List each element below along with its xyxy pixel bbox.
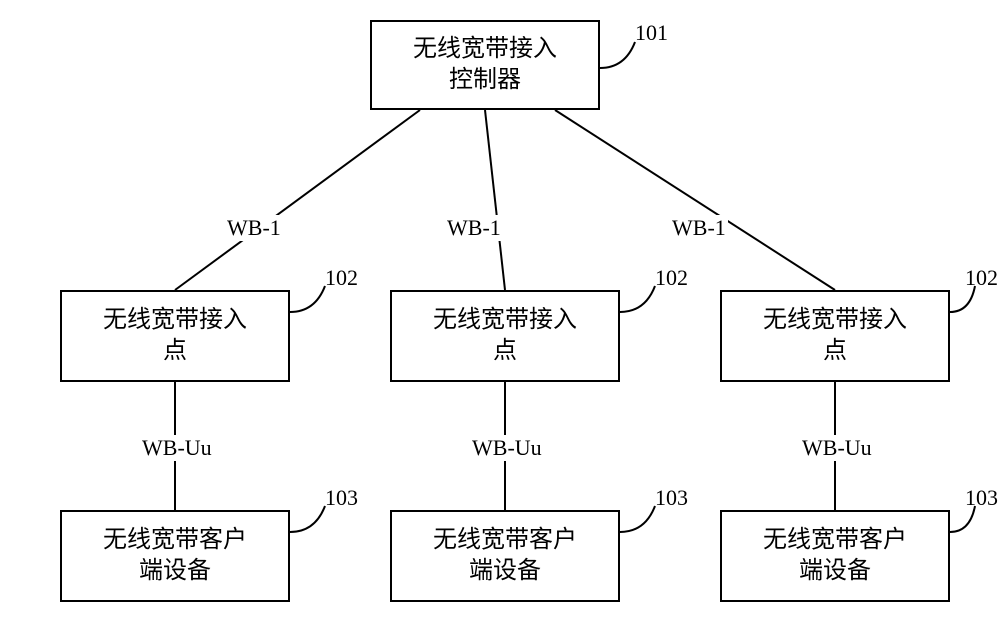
node-label: 无线宽带接入 点 (103, 305, 247, 367)
node-label: 无线宽带接入 点 (763, 305, 907, 367)
edge-label-wbuu-right: WB-Uu (800, 435, 874, 461)
node-label: 无线宽带客户 端设备 (433, 525, 577, 587)
node-controller: 无线宽带接入 控制器 (370, 20, 600, 110)
node-cpe-right: 无线宽带客户 端设备 (720, 510, 950, 602)
node-label: 无线宽带接入 控制器 (413, 34, 557, 96)
node-access-point-mid: 无线宽带接入 点 (390, 290, 620, 382)
callout-102-right: 102 (965, 265, 998, 291)
node-cpe-left: 无线宽带客户 端设备 (60, 510, 290, 602)
callout-103-mid: 103 (655, 485, 688, 511)
node-cpe-mid: 无线宽带客户 端设备 (390, 510, 620, 602)
edge-label-wb1-mid: WB-1 (445, 215, 503, 241)
node-label: 无线宽带客户 端设备 (103, 525, 247, 587)
node-access-point-left: 无线宽带接入 点 (60, 290, 290, 382)
callout-103-right: 103 (965, 485, 998, 511)
edge-label-wbuu-left: WB-Uu (140, 435, 214, 461)
edge-label-wbuu-mid: WB-Uu (470, 435, 544, 461)
node-label: 无线宽带客户 端设备 (763, 525, 907, 587)
edge-label-wb1-right: WB-1 (670, 215, 728, 241)
edge-label-wb1-left: WB-1 (225, 215, 283, 241)
callout-102-left: 102 (325, 265, 358, 291)
node-label: 无线宽带接入 点 (433, 305, 577, 367)
diagram-canvas: 无线宽带接入 控制器 101 无线宽带接入 点 102 无线宽带接入 点 102… (0, 0, 1000, 632)
callout-101: 101 (635, 20, 668, 46)
node-access-point-right: 无线宽带接入 点 (720, 290, 950, 382)
callout-103-left: 103 (325, 485, 358, 511)
callout-102-mid: 102 (655, 265, 688, 291)
